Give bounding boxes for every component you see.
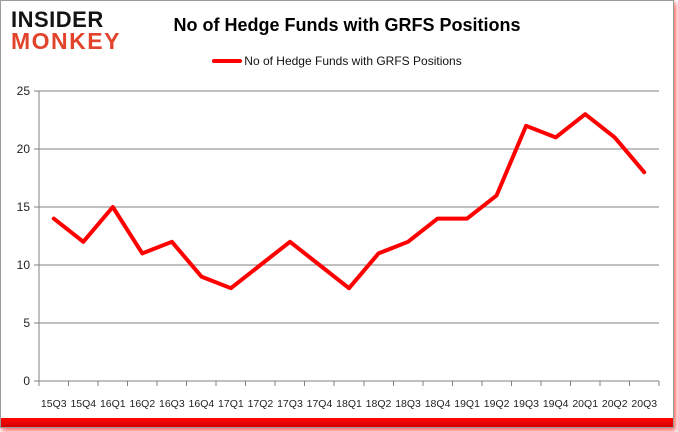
x-tick-label-18Q3: 18Q3	[395, 398, 421, 410]
x-tick-label-20Q1: 20Q1	[572, 398, 598, 410]
x-tick-label-20Q2: 20Q2	[602, 398, 628, 410]
x-tick-label-15Q3: 15Q3	[41, 398, 67, 410]
y-tick-labels: 0 5 10 15 20 25	[17, 84, 31, 388]
x-tick-labels: 15Q3 15Q4 16Q1 16Q2 16Q3 16Q4 17Q1 17Q2 17Q3 17Q4…	[41, 398, 657, 410]
x-tick-label-16Q1: 16Q1	[100, 398, 126, 410]
y-gridlines	[39, 90, 659, 324]
x-tick-label-18Q2: 18Q2	[366, 398, 392, 410]
x-tick-label-19Q2: 19Q2	[484, 398, 510, 410]
y-tick-label-25: 25	[17, 84, 31, 98]
x-tick-label-17Q3: 17Q3	[277, 398, 303, 410]
chart-title: No of Hedge Funds with GRFS Positions	[173, 15, 521, 35]
x-tick-label-19Q1: 19Q1	[454, 398, 480, 410]
y-tick-label-0: 0	[23, 374, 30, 388]
x-tick-label-16Q2: 16Q2	[129, 398, 155, 410]
legend-line-swatch	[212, 59, 243, 63]
legend: No of Hedge Funds with GRFS Positions	[1, 54, 673, 68]
x-tick-label-16Q3: 16Q3	[159, 398, 185, 410]
logo-text-monkey: MONKEY	[11, 27, 121, 54]
insider-monkey-logo: INSIDER MONKEY	[11, 7, 121, 54]
y-tick-label-20: 20	[17, 142, 31, 156]
logo-text-insider: INSIDER	[11, 7, 104, 32]
x-tick-label-19Q3: 19Q3	[513, 398, 539, 410]
x-tick-label-19Q4: 19Q4	[543, 398, 569, 410]
x-tick-label-17Q1: 17Q1	[218, 398, 244, 410]
legend-label: No of Hedge Funds with GRFS Positions	[244, 54, 462, 68]
x-tick-label-18Q4: 18Q4	[425, 398, 451, 410]
x-tick-label-16Q4: 16Q4	[189, 398, 215, 410]
x-tick-label-18Q1: 18Q1	[336, 398, 362, 410]
y-tick-label-15: 15	[17, 200, 31, 214]
x-tick-label-15Q4: 15Q4	[70, 398, 96, 410]
bottom-red-bar	[1, 418, 673, 427]
axes	[34, 90, 660, 386]
y-tick-label-10: 10	[17, 258, 31, 272]
x-tick-label-17Q2: 17Q2	[248, 398, 274, 410]
x-tick-label-20Q3: 20Q3	[631, 398, 657, 410]
y-tick-label-5: 5	[23, 316, 30, 330]
series-line	[51, 112, 647, 291]
x-tick-label-17Q4: 17Q4	[307, 398, 333, 410]
